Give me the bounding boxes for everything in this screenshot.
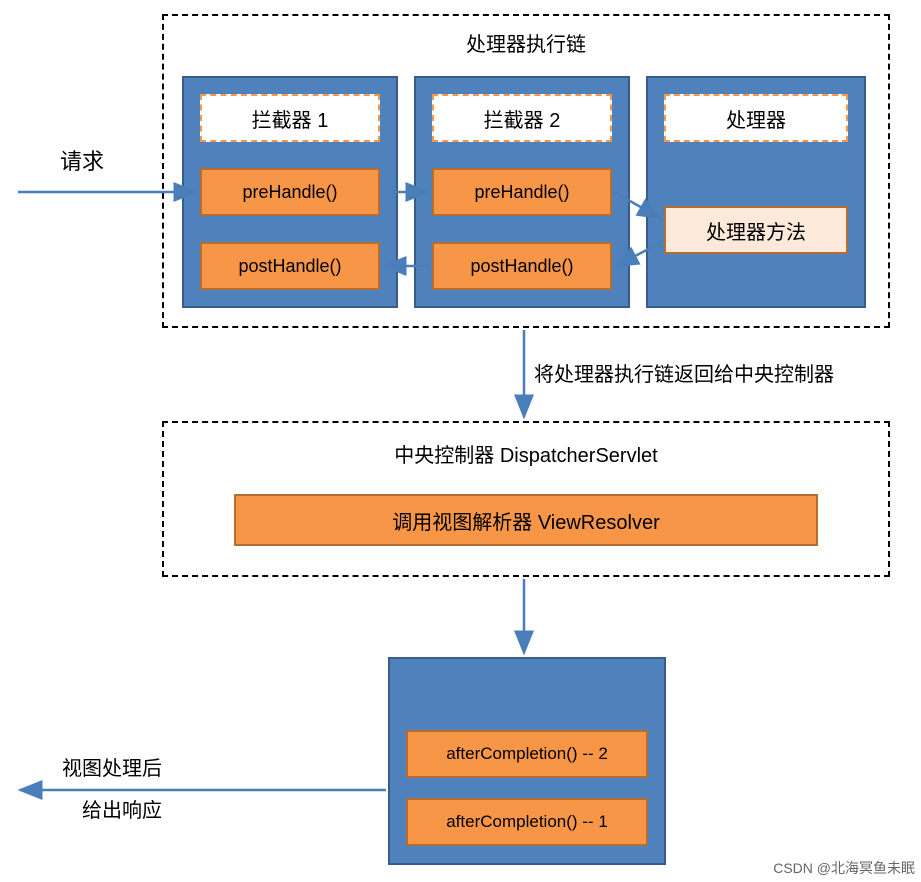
interceptor2-post-text: postHandle() xyxy=(470,256,573,277)
chain-title: 处理器执行链 xyxy=(164,28,888,57)
interceptor1-pre-text: preHandle() xyxy=(242,182,337,203)
handler-method: 处理器方法 xyxy=(664,206,848,254)
interceptor2-pre: preHandle() xyxy=(432,168,612,216)
after-completion-1: afterCompletion() -- 2 xyxy=(406,730,648,778)
interceptor1-post-text: postHandle() xyxy=(238,256,341,277)
handler-method-text: 处理器方法 xyxy=(706,216,806,245)
watermark: CSDN @北海冥鱼未眠 xyxy=(773,858,915,878)
view-resolver-text: 调用视图解析器 ViewResolver xyxy=(392,506,659,535)
interceptor2-pre-text: preHandle() xyxy=(474,182,569,203)
dispatcher-title: 中央控制器 DispatcherServlet xyxy=(164,439,888,468)
interceptor1-title: 拦截器 1 xyxy=(200,94,380,142)
after-completion-2-text: afterCompletion() -- 1 xyxy=(446,812,608,832)
interceptor1-pre: preHandle() xyxy=(200,168,380,216)
interceptor1-title-text: 拦截器 1 xyxy=(252,104,329,133)
interceptor2-title-text: 拦截器 2 xyxy=(484,104,561,133)
interceptor1-post: postHandle() xyxy=(200,242,380,290)
handler-title-text: 处理器 xyxy=(726,104,786,133)
after-completion-1-text: afterCompletion() -- 2 xyxy=(446,744,608,764)
response-label-1: 视图处理后 xyxy=(62,752,162,781)
interceptor2-post: postHandle() xyxy=(432,242,612,290)
after-completion-2: afterCompletion() -- 1 xyxy=(406,798,648,846)
interceptor2-title: 拦截器 2 xyxy=(432,94,612,142)
view-resolver-box: 调用视图解析器 ViewResolver xyxy=(234,494,818,546)
handler-title: 处理器 xyxy=(664,94,848,142)
return-label: 将处理器执行链返回给中央控制器 xyxy=(534,358,834,387)
request-label: 请求 xyxy=(60,144,104,176)
response-label-2: 给出响应 xyxy=(82,794,162,823)
